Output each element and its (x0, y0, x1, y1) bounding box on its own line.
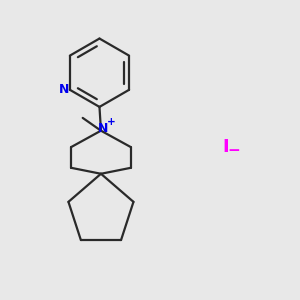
Text: −: − (227, 143, 240, 158)
Text: N: N (59, 83, 70, 96)
Text: N: N (98, 122, 109, 135)
Text: I: I (223, 138, 229, 156)
Text: +: + (107, 117, 116, 128)
